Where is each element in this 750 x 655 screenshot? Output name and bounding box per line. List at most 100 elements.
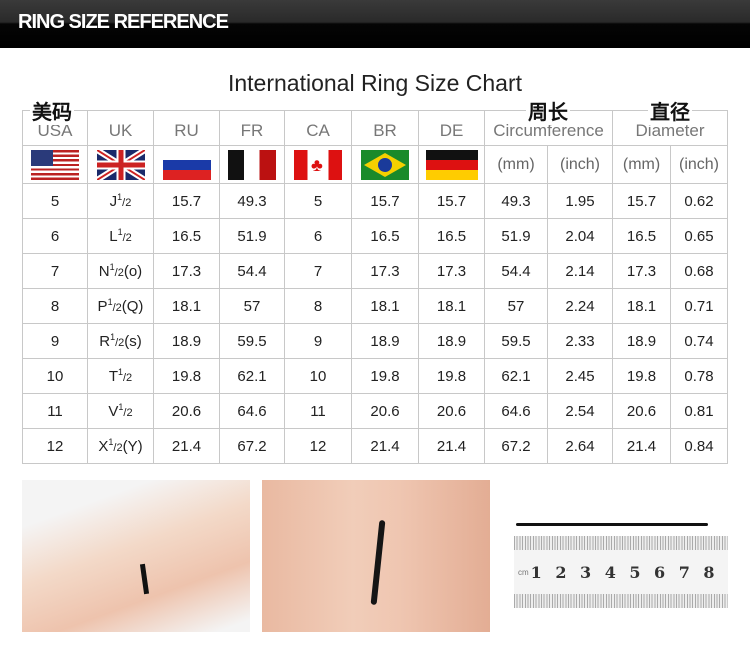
cell-ca: 12 [284, 428, 352, 464]
string-measure [516, 523, 708, 526]
cell-uk: J1/2 [87, 183, 154, 219]
cell-ca: 11 [284, 393, 352, 429]
canada-flag-icon: ♣ [294, 149, 342, 180]
cell-circ_in: 2.24 [546, 288, 614, 324]
cell-usa: 7 [22, 253, 88, 289]
cell-ru: 18.9 [153, 323, 220, 359]
germany-flag-icon [425, 149, 478, 180]
table-row: 8 P1/2(Q) 18.1 57 8 18.1 18.1 57 2.24 18.1 0.71 [22, 288, 729, 324]
ruler-number: 5 [629, 562, 641, 582]
ruler-number: 7 [678, 562, 690, 582]
cell-circ_in: 2.33 [546, 323, 614, 359]
cell-dia_in: 0.78 [670, 358, 729, 394]
col-ru: RU [153, 110, 220, 146]
ring-size-table: USA UK RU FR CA BR DE Circumference Diam… [22, 110, 729, 464]
ruler-number: 4 [604, 562, 616, 582]
ruler-number: 1 [530, 562, 542, 582]
cell-ca: 7 [284, 253, 352, 289]
cell-br: 16.5 [351, 218, 419, 254]
cell-ca: 6 [284, 218, 352, 254]
cell-br: 15.7 [351, 183, 419, 219]
cell-dia_in: 0.71 [670, 288, 729, 324]
col-fr: FR [219, 110, 285, 146]
col-ca: CA [284, 110, 352, 146]
cell-circ_in: 2.54 [546, 393, 614, 429]
cell-ca: 10 [284, 358, 352, 394]
cell-ru: 20.6 [153, 393, 220, 429]
cell-de: 17.3 [418, 253, 485, 289]
cell-circ_in: 2.64 [546, 428, 614, 464]
cell-br: 18.1 [351, 288, 419, 324]
cell-dia_mm: 18.9 [612, 323, 672, 359]
cell-ca: 5 [284, 183, 352, 219]
cell-br: 21.4 [351, 428, 419, 464]
diameter-cn-label: 直径 [648, 96, 692, 125]
header-bar: RING SIZE REFERENCE [0, 0, 750, 48]
cell-dia_mm: 16.5 [612, 218, 672, 254]
hand-photo [22, 480, 250, 632]
cell-ru: 19.8 [153, 358, 220, 394]
unit-dia-inch: (inch) [670, 145, 729, 184]
cell-de: 21.4 [418, 428, 485, 464]
cell-circ_mm: 54.4 [484, 253, 548, 289]
flag-row: ♣ (mm) (inch) (mm) (inch) [22, 145, 729, 184]
cell-dia_in: 0.68 [670, 253, 729, 289]
finger-closeup-photo [262, 480, 490, 632]
chart-title: International Ring Size Chart [227, 70, 523, 96]
ring-on-finger [139, 563, 150, 595]
cell-usa: 12 [22, 428, 88, 464]
cell-usa: 9 [22, 323, 88, 359]
cell-circ_mm: 59.5 [484, 323, 548, 359]
uk-flag-icon [96, 149, 145, 180]
cell-circ_mm: 62.1 [484, 358, 548, 394]
table-row: 6 L1/2 16.5 51.9 6 16.5 16.5 51.9 2.04 16.5 0.65 [22, 218, 729, 254]
cell-circ_mm: 64.6 [484, 393, 548, 429]
col-de: DE [418, 110, 485, 146]
cell-dia_mm: 20.6 [612, 393, 672, 429]
cell-ru: 15.7 [153, 183, 220, 219]
cell-ru: 21.4 [153, 428, 220, 464]
cell-circ_mm: 49.3 [484, 183, 548, 219]
cell-fr: 64.6 [219, 393, 285, 429]
russia-flag-icon [162, 149, 211, 180]
cell-uk: N1/2(o) [87, 253, 154, 289]
ruler-number: 3 [580, 562, 592, 582]
cell-usa: 11 [22, 393, 88, 429]
cell-dia_in: 0.74 [670, 323, 729, 359]
cell-ru: 17.3 [153, 253, 220, 289]
cell-uk: T1/2 [87, 358, 154, 394]
cell-fr: 62.1 [219, 358, 285, 394]
cell-de: 18.1 [418, 288, 485, 324]
ruler-unit: cm [518, 567, 529, 577]
cell-dia_mm: 19.8 [612, 358, 672, 394]
cell-br: 19.8 [351, 358, 419, 394]
cell-usa: 8 [22, 288, 88, 324]
cell-usa: 6 [22, 218, 88, 254]
ruler-number: 2 [555, 562, 567, 582]
cell-de: 16.5 [418, 218, 485, 254]
table-row: 9 R1/2(s) 18.9 59.5 9 18.9 18.9 59.5 2.33 18.9 0.7… [22, 323, 729, 359]
cell-circ_in: 1.95 [546, 183, 614, 219]
cell-circ_in: 2.45 [546, 358, 614, 394]
cell-dia_in: 0.84 [670, 428, 729, 464]
usa-flag-icon [31, 149, 79, 180]
cell-dia_mm: 17.3 [612, 253, 672, 289]
cell-uk: V1/2 [87, 393, 154, 429]
cell-de: 20.6 [418, 393, 485, 429]
table-row: 5 J1/2 15.7 49.3 5 15.7 15.7 49.3 1.95 15.7 0.62 [22, 183, 729, 219]
cell-fr: 59.5 [219, 323, 285, 359]
cell-ru: 16.5 [153, 218, 220, 254]
cell-dia_mm: 18.1 [612, 288, 672, 324]
cell-de: 15.7 [418, 183, 485, 219]
cell-br: 17.3 [351, 253, 419, 289]
cell-fr: 54.4 [219, 253, 285, 289]
cell-circ_mm: 67.2 [484, 428, 548, 464]
ring-closeup [370, 519, 386, 606]
cell-fr: 57 [219, 288, 285, 324]
cell-de: 19.8 [418, 358, 485, 394]
cell-usa: 10 [22, 358, 88, 394]
cell-br: 18.9 [351, 323, 419, 359]
cell-circ_in: 2.14 [546, 253, 614, 289]
